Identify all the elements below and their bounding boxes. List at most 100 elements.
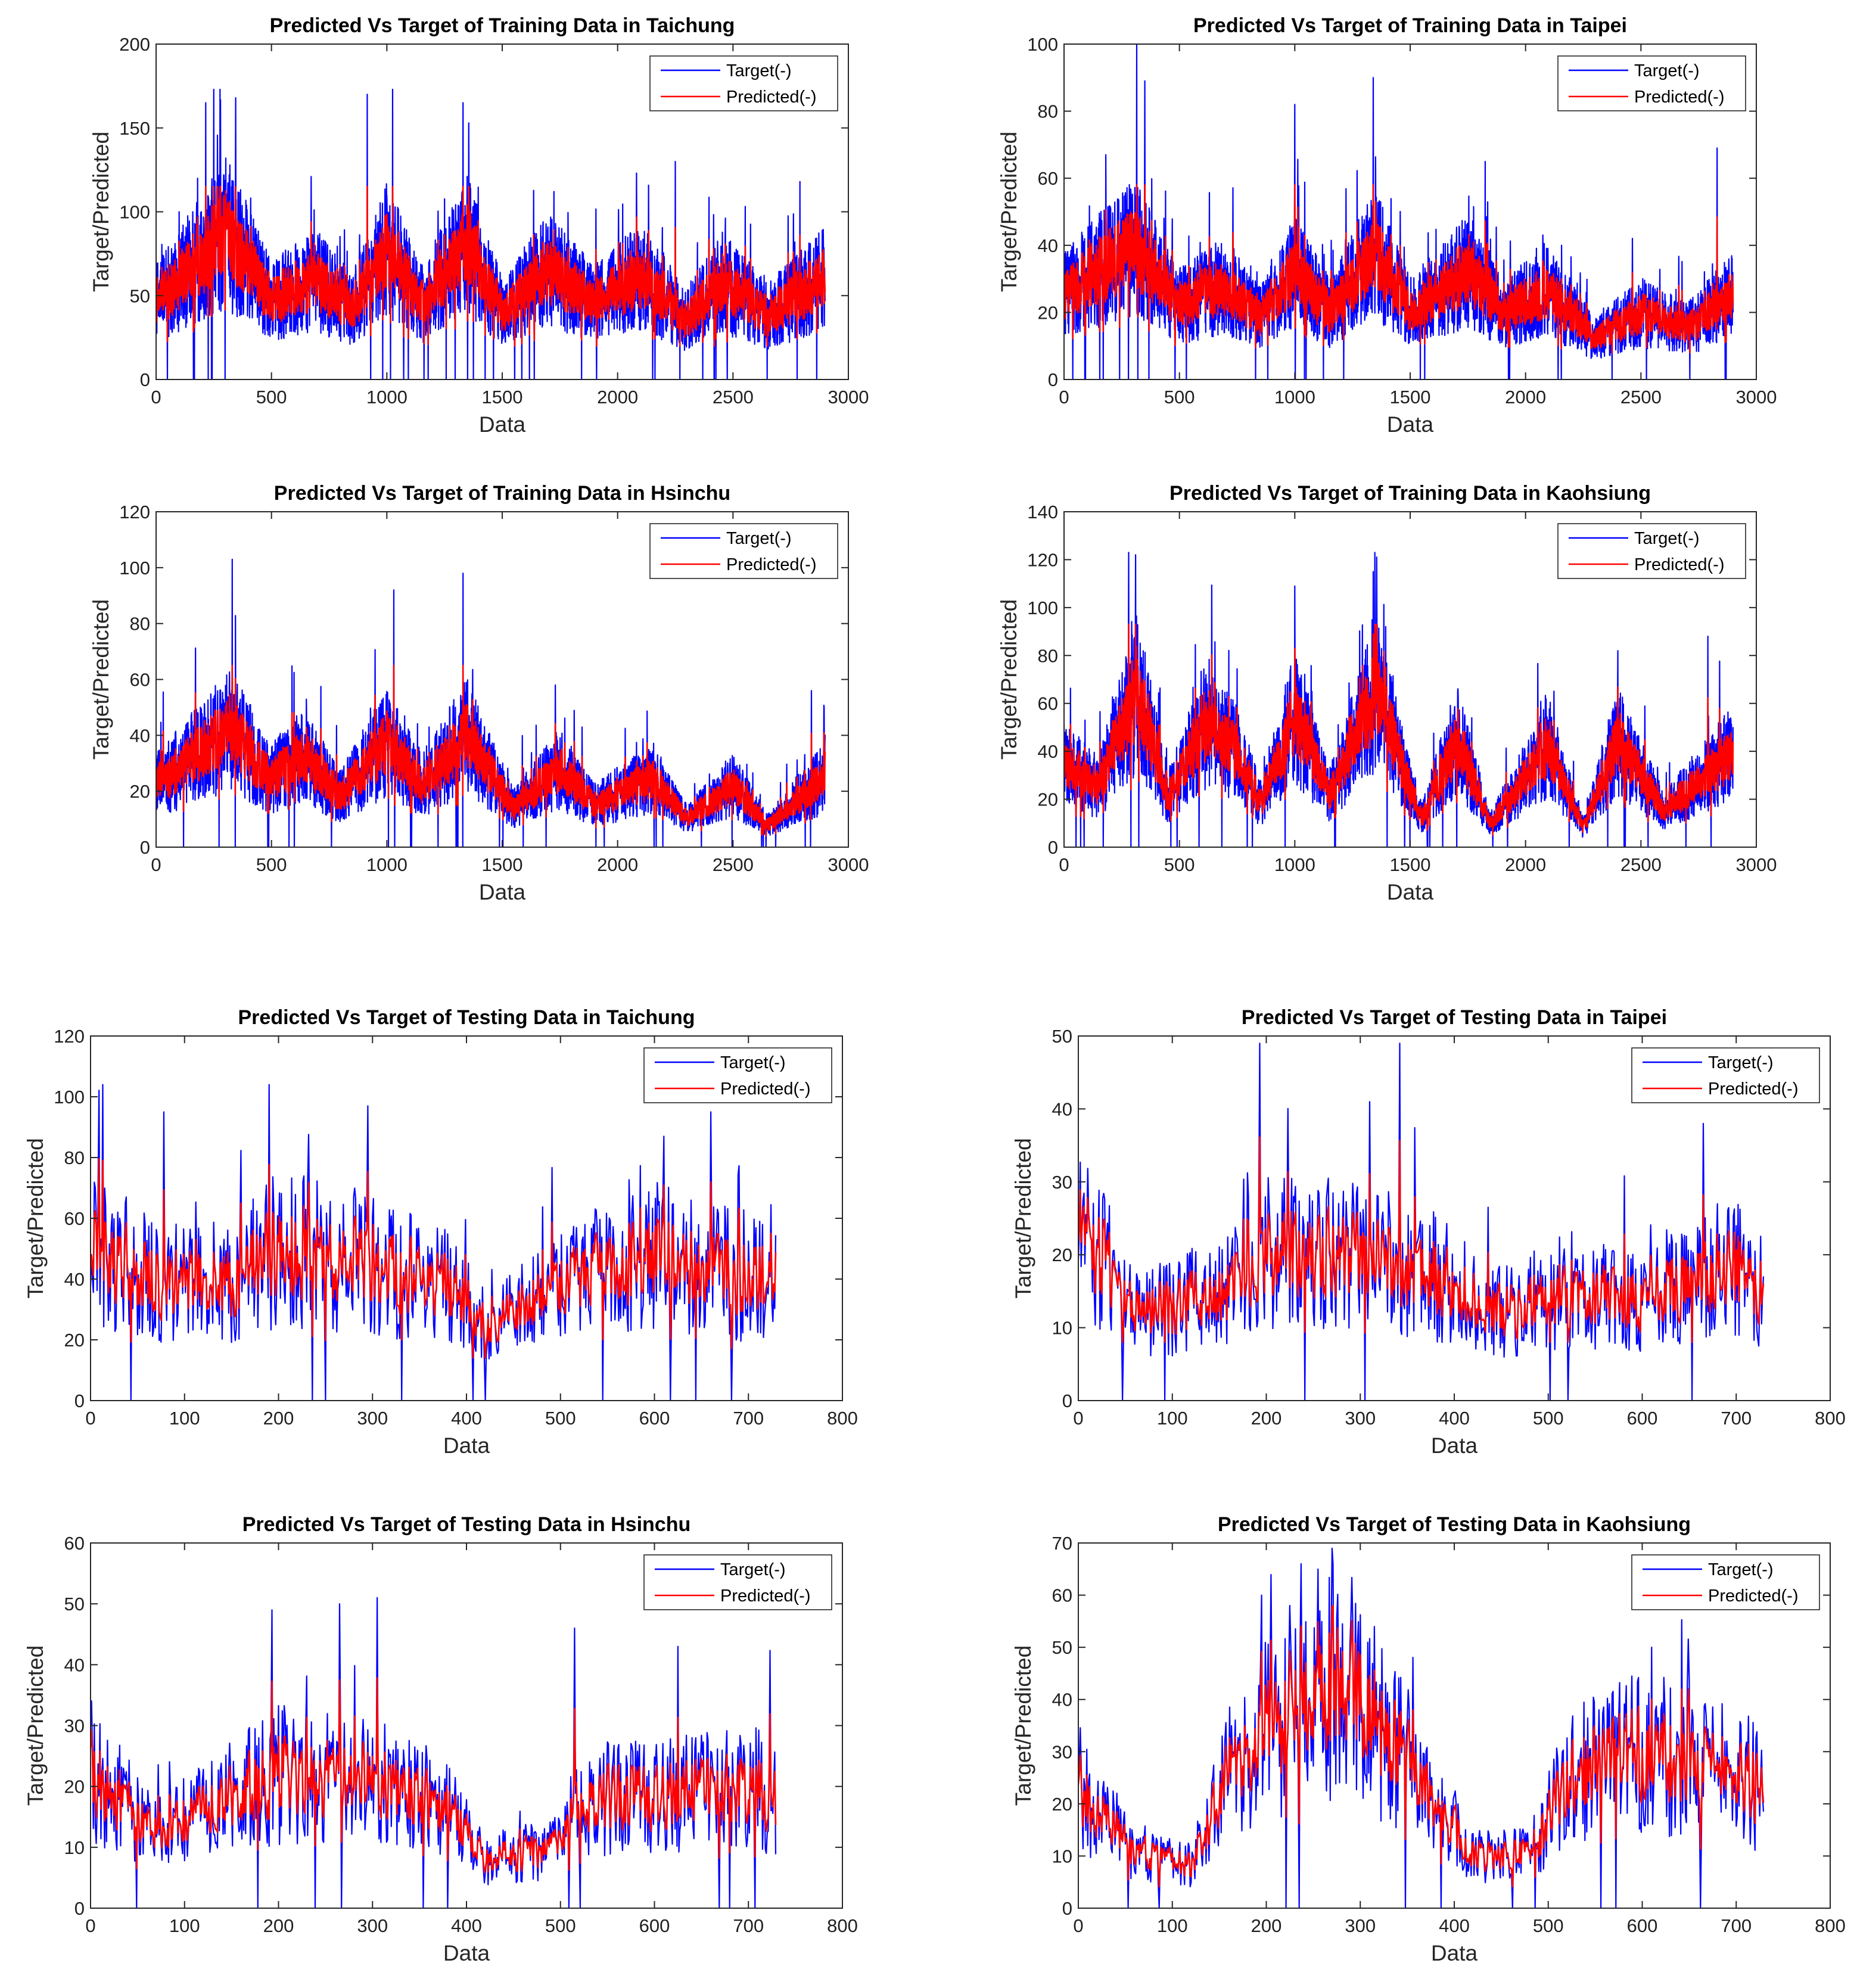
chart-title: Predicted Vs Target of Testing Data in K… [1218, 1513, 1691, 1536]
x-tick-label: 1000 [1274, 387, 1315, 407]
legend: Target(-) Predicted(-) [1557, 55, 1746, 111]
y-tick-label: 50 [64, 1594, 85, 1614]
x-axis-label: Data [1431, 1941, 1478, 1965]
chart-train-taipei: 0 500 1000 1500 2000 2500 3000 0 20 40 60 80 100 Pred… [997, 14, 1777, 437]
chart-title: Predicted Vs Target of Testing Data in T… [1242, 1006, 1667, 1029]
x-tick-label: 300 [357, 1915, 388, 1936]
chart-title: Predicted Vs Target of Testing Data in H… [242, 1513, 691, 1536]
x-tick-label: 300 [357, 1408, 388, 1429]
y-tick-label: 20 [1052, 1245, 1072, 1265]
y-tick-label: 60 [1038, 693, 1058, 714]
y-tick-label: 0 [74, 1898, 85, 1919]
x-tick-label: 500 [1533, 1915, 1564, 1936]
x-axis-label: Data [479, 880, 526, 904]
series-target-line [1064, 552, 1734, 847]
y-tick-label: 200 [119, 34, 150, 55]
y-axis-label: Target/Predicted [89, 132, 113, 292]
legend-box [643, 1554, 832, 1610]
legend: Target(-) Predicted(-) [643, 1047, 832, 1103]
y-tick-label: 150 [119, 118, 150, 139]
series-predicted-line [1064, 623, 1734, 836]
x-tick-label: 500 [256, 854, 287, 875]
legend-predicted-label: Predicted(-) [1634, 555, 1725, 574]
legend-target-label: Target(-) [1708, 1053, 1774, 1072]
series-predicted-line [91, 1158, 777, 1359]
x-tick-label: 800 [1815, 1915, 1846, 1936]
chart-train-taichung: 0 500 1000 1500 2000 2500 3000 0 50 100 150 200 Pred… [89, 14, 869, 437]
x-tick-label: 700 [1721, 1915, 1752, 1936]
y-tick-label: 10 [64, 1837, 85, 1858]
x-tick-label: 100 [169, 1915, 200, 1936]
x-axis-label: Data [443, 1941, 490, 1965]
x-tick-label: 300 [1345, 1915, 1376, 1936]
y-tick-label: 40 [64, 1654, 85, 1675]
x-tick-label: 500 [1164, 854, 1195, 875]
legend-predicted-label: Predicted(-) [726, 88, 817, 107]
legend: Target(-) Predicted(-) [649, 523, 838, 579]
legend-predicted-label: Predicted(-) [1634, 88, 1725, 107]
y-tick-label: 60 [1038, 168, 1058, 189]
y-tick-label: 30 [64, 1716, 85, 1737]
x-tick-label: 800 [1815, 1408, 1846, 1429]
y-axis-label: Target/Predicted [1011, 1645, 1035, 1806]
x-tick-label: 400 [451, 1915, 482, 1936]
y-tick-label: 120 [119, 502, 150, 522]
x-tick-label: 3000 [828, 387, 869, 407]
y-tick-label: 0 [1048, 369, 1058, 390]
x-tick-label: 200 [1251, 1408, 1282, 1429]
chart-test-taipei: 0 100 200 300 400 500 600 700 800 0 10 20 30 40 50 Pred… [1011, 1006, 1846, 1458]
y-tick-label: 60 [64, 1533, 85, 1554]
y-tick-label: 0 [1062, 1898, 1072, 1919]
y-tick-label: 0 [140, 369, 150, 390]
x-tick-label: 2500 [713, 387, 754, 407]
y-tick-label: 140 [1027, 502, 1058, 522]
y-tick-label: 20 [1038, 789, 1058, 810]
legend-target-label: Target(-) [1708, 1560, 1774, 1579]
y-tick-label: 10 [1052, 1318, 1072, 1339]
x-tick-label: 400 [451, 1408, 482, 1429]
legend-target-label: Target(-) [720, 1560, 786, 1579]
legend-target-label: Target(-) [1634, 61, 1700, 80]
legend-predicted-label: Predicted(-) [1708, 1079, 1799, 1099]
y-tick-label: 70 [1052, 1533, 1072, 1554]
x-tick-label: 0 [85, 1915, 95, 1936]
y-tick-label: 0 [74, 1390, 85, 1411]
y-tick-label: 50 [1052, 1637, 1072, 1658]
y-tick-label: 40 [1038, 235, 1058, 256]
x-tick-label: 500 [1533, 1408, 1564, 1429]
x-tick-label: 200 [1251, 1915, 1282, 1936]
y-tick-label: 100 [54, 1087, 85, 1107]
y-tick-label: 40 [130, 725, 150, 746]
y-tick-label: 40 [1052, 1099, 1072, 1119]
x-tick-label: 2000 [597, 387, 638, 407]
chart-title: Predicted Vs Target of Training Data in … [270, 14, 735, 37]
legend-box [643, 1047, 832, 1103]
x-tick-label: 2000 [1505, 854, 1546, 875]
x-tick-label: 0 [1073, 1915, 1083, 1936]
legend-box [1631, 1554, 1820, 1610]
x-tick-label: 400 [1439, 1408, 1470, 1429]
legend-predicted-label: Predicted(-) [1708, 1586, 1799, 1606]
x-tick-label: 100 [1157, 1408, 1188, 1429]
chart-title: Predicted Vs Target of Testing Data in T… [238, 1006, 695, 1029]
legend-predicted-label: Predicted(-) [726, 555, 817, 574]
y-tick-label: 30 [1052, 1172, 1072, 1193]
y-tick-label: 120 [54, 1026, 85, 1047]
chart-train-kaohsiung: 0 500 1000 1500 2000 2500 3000 0 20 40 60 80 100 120 1… [997, 482, 1777, 904]
series-predicted-line [156, 664, 826, 837]
y-tick-label: 10 [1052, 1846, 1072, 1866]
x-axis-label: Data [443, 1433, 490, 1458]
y-tick-label: 0 [140, 837, 150, 858]
x-tick-label: 700 [1721, 1408, 1752, 1429]
y-tick-label: 120 [1027, 549, 1058, 570]
y-tick-label: 20 [64, 1330, 85, 1351]
x-tick-label: 700 [733, 1408, 764, 1429]
y-tick-label: 100 [1027, 34, 1058, 55]
x-tick-label: 500 [1164, 387, 1195, 407]
x-tick-label: 800 [827, 1915, 858, 1936]
y-tick-label: 80 [64, 1147, 85, 1168]
y-tick-label: 0 [1062, 1390, 1072, 1411]
y-tick-label: 100 [119, 202, 150, 223]
legend: Target(-) Predicted(-) [1631, 1554, 1820, 1610]
x-tick-label: 3000 [1736, 854, 1777, 875]
